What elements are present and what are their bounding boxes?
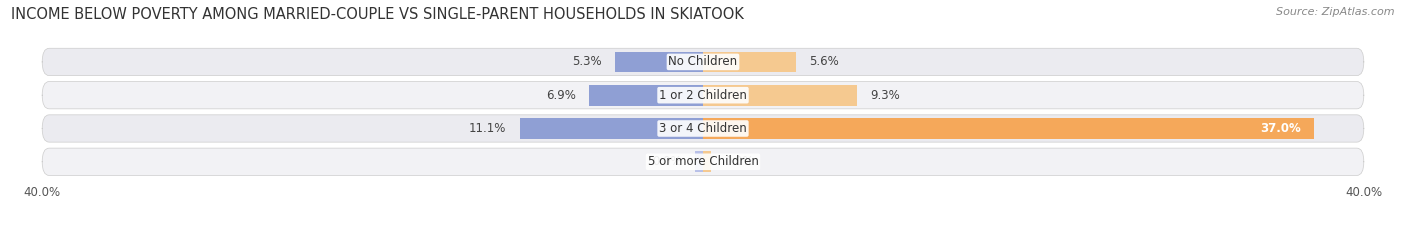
Bar	[589, 85, 703, 106]
Text: 1 or 2 Children: 1 or 2 Children	[659, 89, 747, 102]
Bar	[703, 118, 1315, 139]
Text: 6.9%: 6.9%	[546, 89, 576, 102]
Text: 0.0%: 0.0%	[652, 155, 682, 168]
Bar	[703, 151, 711, 172]
Text: 9.3%: 9.3%	[870, 89, 900, 102]
Text: 37.0%: 37.0%	[1260, 122, 1301, 135]
Text: 11.1%: 11.1%	[470, 122, 506, 135]
Legend: Married Couples, Single Parents: Married Couples, Single Parents	[583, 230, 823, 233]
Bar	[616, 51, 703, 72]
FancyBboxPatch shape	[42, 115, 1364, 142]
Bar	[703, 51, 796, 72]
Text: 5.3%: 5.3%	[572, 55, 602, 69]
FancyBboxPatch shape	[42, 82, 1364, 109]
Text: No Children: No Children	[668, 55, 738, 69]
Text: 3 or 4 Children: 3 or 4 Children	[659, 122, 747, 135]
Text: 5 or more Children: 5 or more Children	[648, 155, 758, 168]
Bar	[703, 85, 856, 106]
Text: Source: ZipAtlas.com: Source: ZipAtlas.com	[1277, 7, 1395, 17]
Text: INCOME BELOW POVERTY AMONG MARRIED-COUPLE VS SINGLE-PARENT HOUSEHOLDS IN SKIATOO: INCOME BELOW POVERTY AMONG MARRIED-COUPL…	[11, 7, 744, 22]
FancyBboxPatch shape	[42, 148, 1364, 175]
FancyBboxPatch shape	[42, 48, 1364, 75]
Text: 5.6%: 5.6%	[808, 55, 838, 69]
Bar	[520, 118, 703, 139]
Text: 0.0%: 0.0%	[724, 155, 754, 168]
Bar	[695, 151, 703, 172]
